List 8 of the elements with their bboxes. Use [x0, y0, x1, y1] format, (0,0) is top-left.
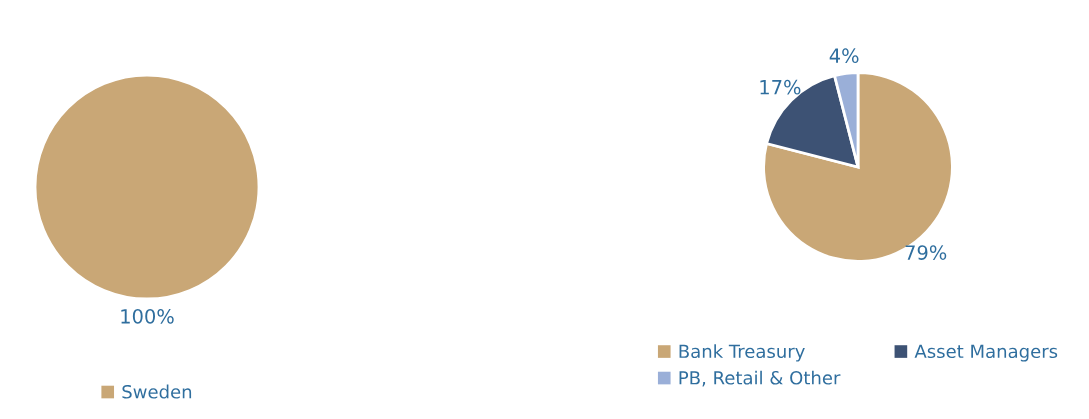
data-label: 100%: [121, 308, 174, 324]
data-label: 79%: [905, 245, 947, 260]
legend-label: PB, Retail & Other: [679, 370, 841, 387]
legend-label: Asset Managers: [914, 344, 1058, 362]
legend-label: Sweden: [122, 384, 192, 399]
data-label: 4%: [829, 48, 859, 64]
legend-label: Bank Treasury: [679, 344, 805, 362]
data-label: 17%: [760, 79, 801, 95]
